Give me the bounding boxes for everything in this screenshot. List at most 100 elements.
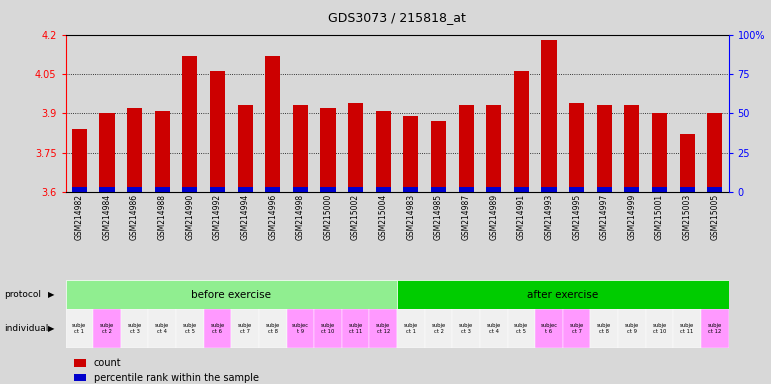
- Text: subje
ct 2: subje ct 2: [100, 323, 114, 334]
- Bar: [315, 309, 342, 348]
- Text: subje
ct 8: subje ct 8: [598, 323, 611, 334]
- Text: protocol: protocol: [4, 290, 41, 299]
- Bar: [99, 187, 115, 192]
- Bar: [569, 187, 584, 192]
- Text: subje
ct 11: subje ct 11: [348, 323, 362, 334]
- Bar: [535, 309, 563, 348]
- Bar: [591, 309, 618, 348]
- Text: subje
ct 12: subje ct 12: [376, 323, 390, 334]
- Bar: [155, 187, 170, 192]
- Text: GSM215003: GSM215003: [682, 194, 692, 240]
- Bar: [618, 309, 645, 348]
- Bar: [569, 103, 584, 192]
- Bar: [597, 187, 612, 192]
- Bar: [487, 187, 501, 192]
- Bar: [265, 187, 281, 192]
- Bar: [182, 187, 197, 192]
- Bar: [321, 108, 335, 192]
- Bar: [707, 187, 722, 192]
- Bar: [231, 309, 259, 348]
- Text: subje
ct 7: subje ct 7: [570, 323, 584, 334]
- Bar: [93, 309, 121, 348]
- Bar: [431, 121, 446, 192]
- Bar: [375, 111, 391, 192]
- Bar: [480, 309, 507, 348]
- Text: subje
ct 4: subje ct 4: [155, 323, 170, 334]
- Bar: [210, 187, 225, 192]
- Bar: [204, 309, 231, 348]
- Text: GSM214998: GSM214998: [296, 194, 305, 240]
- Text: subje
ct 1: subje ct 1: [72, 323, 86, 334]
- Bar: [487, 106, 501, 192]
- Bar: [507, 309, 535, 348]
- Text: GSM214987: GSM214987: [462, 194, 470, 240]
- Text: GSM214993: GSM214993: [544, 194, 554, 240]
- Text: subje
ct 3: subje ct 3: [127, 323, 142, 334]
- Bar: [72, 187, 87, 192]
- Text: GSM214997: GSM214997: [600, 194, 609, 240]
- Text: individual: individual: [4, 324, 49, 333]
- Bar: [403, 116, 419, 192]
- Text: GSM214982: GSM214982: [75, 194, 84, 240]
- Text: GSM214999: GSM214999: [628, 194, 636, 240]
- Text: after exercise: after exercise: [527, 290, 598, 300]
- Text: subje
ct 7: subje ct 7: [238, 323, 252, 334]
- Bar: [403, 187, 419, 192]
- Text: GSM214992: GSM214992: [213, 194, 222, 240]
- Text: GSM214996: GSM214996: [268, 194, 278, 240]
- Text: GSM214985: GSM214985: [434, 194, 443, 240]
- Text: subje
ct 6: subje ct 6: [210, 323, 224, 334]
- Text: GSM215002: GSM215002: [351, 194, 360, 240]
- Text: subje
ct 12: subje ct 12: [708, 323, 722, 334]
- Text: subje
ct 11: subje ct 11: [680, 323, 694, 334]
- Text: subje
ct 5: subje ct 5: [183, 323, 197, 334]
- Bar: [182, 56, 197, 192]
- Bar: [707, 113, 722, 192]
- Bar: [259, 309, 287, 348]
- Text: GSM214991: GSM214991: [517, 194, 526, 240]
- Bar: [321, 187, 335, 192]
- Bar: [287, 309, 315, 348]
- Bar: [701, 309, 729, 348]
- Bar: [66, 280, 397, 309]
- Bar: [176, 309, 204, 348]
- Bar: [348, 103, 363, 192]
- Text: subje
ct 3: subje ct 3: [459, 323, 473, 334]
- Bar: [121, 309, 148, 348]
- Bar: [237, 106, 253, 192]
- Bar: [541, 40, 557, 192]
- Text: GSM215001: GSM215001: [655, 194, 664, 240]
- Bar: [425, 309, 453, 348]
- Bar: [348, 187, 363, 192]
- Bar: [397, 280, 729, 309]
- Bar: [673, 309, 701, 348]
- Bar: [127, 187, 142, 192]
- Bar: [237, 187, 253, 192]
- Bar: [597, 106, 612, 192]
- Text: GSM215005: GSM215005: [710, 194, 719, 240]
- Bar: [679, 187, 695, 192]
- Bar: [459, 106, 473, 192]
- Text: subje
ct 1: subje ct 1: [404, 323, 418, 334]
- Bar: [293, 106, 308, 192]
- Bar: [397, 309, 425, 348]
- Text: GSM214988: GSM214988: [158, 194, 167, 240]
- Bar: [127, 108, 142, 192]
- Bar: [513, 187, 529, 192]
- Text: ▶: ▶: [48, 324, 54, 333]
- Bar: [210, 71, 225, 192]
- Bar: [625, 187, 639, 192]
- Bar: [652, 187, 667, 192]
- Text: subje
ct 2: subje ct 2: [432, 323, 446, 334]
- Text: GSM214984: GSM214984: [103, 194, 112, 240]
- Bar: [563, 309, 591, 348]
- Text: GSM214995: GSM214995: [572, 194, 581, 240]
- Text: before exercise: before exercise: [191, 290, 271, 300]
- Text: subjec
t 6: subjec t 6: [540, 323, 557, 334]
- Bar: [99, 113, 115, 192]
- Bar: [652, 113, 667, 192]
- Text: subje
ct 10: subje ct 10: [652, 323, 667, 334]
- Legend: count, percentile rank within the sample: count, percentile rank within the sample: [70, 354, 263, 384]
- Text: GDS3073 / 215818_at: GDS3073 / 215818_at: [328, 11, 466, 24]
- Text: GSM214990: GSM214990: [185, 194, 194, 240]
